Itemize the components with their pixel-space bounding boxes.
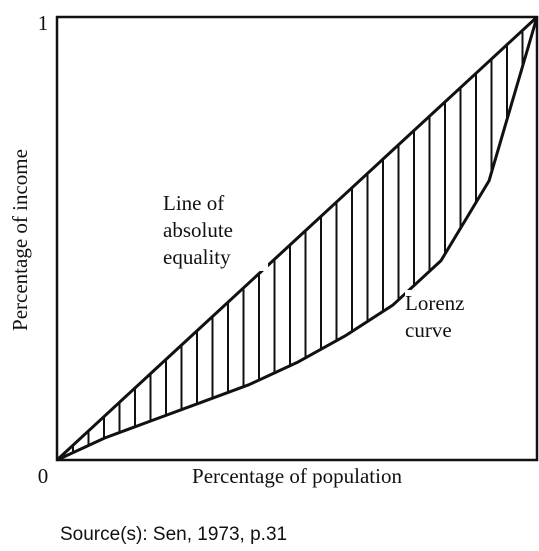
x-axis-label: Percentage of population	[192, 464, 402, 488]
y-axis-label: Percentage of income	[8, 149, 32, 331]
series-line	[56, 16, 539, 462]
source: Source(s): Sen, 1973, p.31	[60, 524, 288, 545]
y-tick-label: 1	[38, 11, 49, 35]
equality-label: Line of absolute equality	[163, 190, 268, 271]
series-line	[55, 15, 539, 462]
lorenz-label: Lorenz curve	[405, 290, 475, 344]
y-tick-label: 0	[38, 464, 49, 488]
plot-frame	[55, 15, 539, 462]
